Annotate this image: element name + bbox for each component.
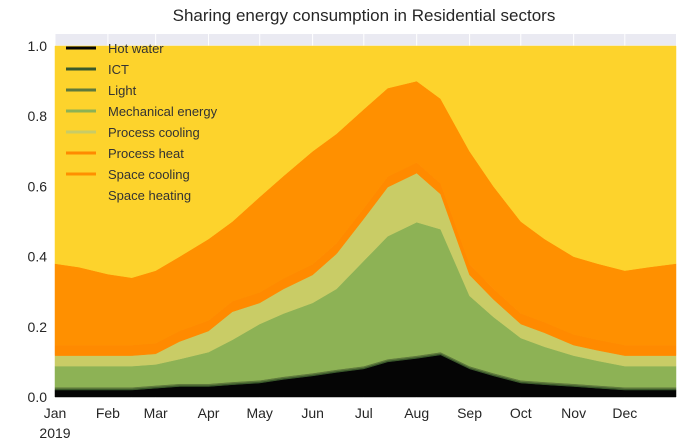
x-tick-label: Feb bbox=[96, 405, 120, 421]
legend-label: Hot water bbox=[108, 41, 164, 56]
x-tick-label: Oct bbox=[510, 405, 532, 421]
legend: Hot water ICT Light Mechanical energy Proces… bbox=[66, 41, 218, 203]
x-tick-label: Mar bbox=[144, 405, 168, 421]
areas bbox=[54, 45, 677, 398]
legend-label: Mechanical energy bbox=[108, 104, 218, 119]
x-tick-label: Jan bbox=[44, 405, 67, 421]
legend-label: Space cooling bbox=[108, 167, 190, 182]
x-tick-label: Nov bbox=[561, 405, 586, 421]
x-tick-label: Jun bbox=[301, 405, 324, 421]
chart-title: Sharing energy consumption in Residentia… bbox=[173, 6, 556, 25]
legend-label: Light bbox=[108, 83, 137, 98]
y-tick-label: 1.0 bbox=[28, 38, 48, 54]
x-tick-label: Apr bbox=[198, 405, 220, 421]
x-year-label: 2019 bbox=[39, 425, 70, 441]
y-tick-label: 0.8 bbox=[28, 108, 48, 124]
y-tick-label: 0.0 bbox=[28, 389, 48, 405]
legend-label: Process cooling bbox=[108, 125, 200, 140]
y-tick-label: 0.6 bbox=[28, 178, 48, 194]
x-tick-label: Jul bbox=[355, 405, 373, 421]
x-tick-label: Aug bbox=[404, 405, 429, 421]
x-tick-label: Sep bbox=[457, 405, 482, 421]
legend-label: Space heating bbox=[108, 188, 191, 203]
area-space-heating bbox=[54, 45, 677, 278]
y-tick-label: 0.2 bbox=[28, 319, 48, 335]
legend-label: ICT bbox=[108, 62, 129, 77]
x-tick-label: Dec bbox=[612, 405, 637, 421]
y-axis: 0.0 0.2 0.4 0.6 0.8 1.0 bbox=[28, 38, 48, 405]
y-tick-label: 0.4 bbox=[28, 249, 48, 265]
x-axis: Jan Feb Mar Apr May Jun Jul Aug Sep Oct Nov Dec bbox=[44, 405, 638, 421]
legend-label: Process heat bbox=[108, 146, 184, 161]
x-tick-label: May bbox=[246, 405, 272, 421]
